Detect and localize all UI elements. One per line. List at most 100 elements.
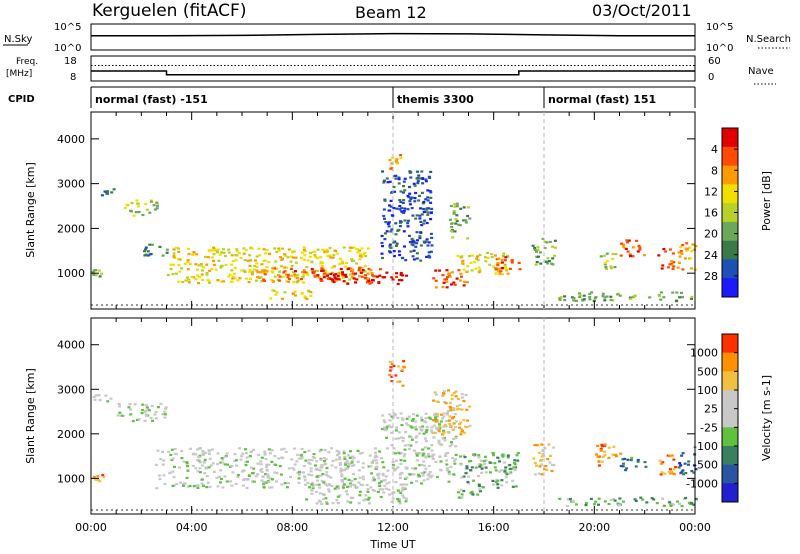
data-cell [416,239,419,242]
data-cell [389,246,393,249]
data-cell [389,199,393,202]
data-cell [93,398,97,401]
data-cell [202,453,205,456]
data-cell [194,263,198,266]
data-cell [311,483,315,487]
colorbar-swatch [722,408,738,428]
data-cell [236,279,240,282]
data-cell [317,483,321,486]
data-cell [290,265,294,268]
data-cell [458,423,462,426]
data-cell [227,275,231,278]
data-cell [173,256,177,259]
data-cell [582,294,586,297]
data-cell [260,479,264,482]
data-cell [235,248,239,251]
data-cell [540,463,544,466]
data-cell [447,480,451,483]
data-cell [397,498,401,501]
data-cell [388,361,392,364]
data-cell [277,457,281,460]
data-cell [405,483,409,486]
data-cell [366,498,370,501]
data-cell [185,462,189,465]
data-cell [415,454,419,457]
data-cell [503,461,506,464]
data-cell [336,502,340,505]
data-cell [406,219,410,222]
data-cell [362,499,366,502]
y-tick-label: 4000 [57,339,85,352]
data-cell [511,479,515,482]
data-cell [459,207,463,210]
data-cell [395,244,398,247]
data-cell [442,412,446,415]
data-cell [158,477,162,481]
data-cell [322,460,326,463]
data-cell [488,461,492,464]
data-cell [670,260,673,263]
data-cell [331,501,335,505]
data-cell [287,248,291,251]
data-cell [457,496,461,499]
data-cell [225,480,229,483]
colorbar-tick-label: 4 [711,143,718,156]
data-cell [639,496,643,499]
data-cell [329,272,333,275]
data-cell [271,267,275,270]
data-cell [194,278,198,281]
data-cell [230,269,234,272]
data-cell [690,250,694,253]
data-cell [445,463,449,466]
data-cell [247,281,251,284]
data-cell [419,220,423,223]
data-cell [390,228,394,231]
data-cell [411,419,414,422]
data-cell [331,459,335,463]
data-cell [668,454,672,458]
data-cell [100,272,104,275]
data-cell [408,200,412,203]
data-cell [420,419,424,422]
data-cell [455,408,459,411]
data-cell [319,466,323,469]
data-cell [645,501,649,504]
data-cell [293,290,297,293]
data-cell [400,206,404,210]
data-cell [403,366,406,369]
data-cell [366,490,370,493]
data-cell [449,229,453,233]
data-cell [383,238,387,241]
data-cell [426,474,430,477]
data-cell [373,489,377,492]
velocity-colorbar-label: Velocity [m s-1] [760,375,773,461]
data-cell [321,261,325,264]
data-cell [444,452,448,455]
data-cell [180,449,184,453]
data-cell [572,297,576,300]
data-cell [466,270,470,273]
data-cell [466,480,470,484]
data-cell [258,254,262,257]
data-cell [351,272,355,275]
data-cell [478,269,482,272]
data-cell [354,272,358,275]
data-cell [232,272,236,275]
data-cell [300,292,304,295]
data-cell [340,473,344,476]
data-cell [504,476,508,479]
data-cell [459,433,463,436]
data-cell [438,455,442,458]
data-cell [319,256,323,259]
data-cell [468,424,472,427]
data-cell [408,473,412,476]
data-cell [453,230,457,233]
data-cell [408,240,412,244]
data-cell [262,483,266,486]
data-cell [201,452,205,455]
data-cell [402,360,406,363]
data-cell [379,457,383,460]
data-cell [227,251,231,254]
data-cell [494,268,498,271]
colorbar-swatch [722,165,738,185]
